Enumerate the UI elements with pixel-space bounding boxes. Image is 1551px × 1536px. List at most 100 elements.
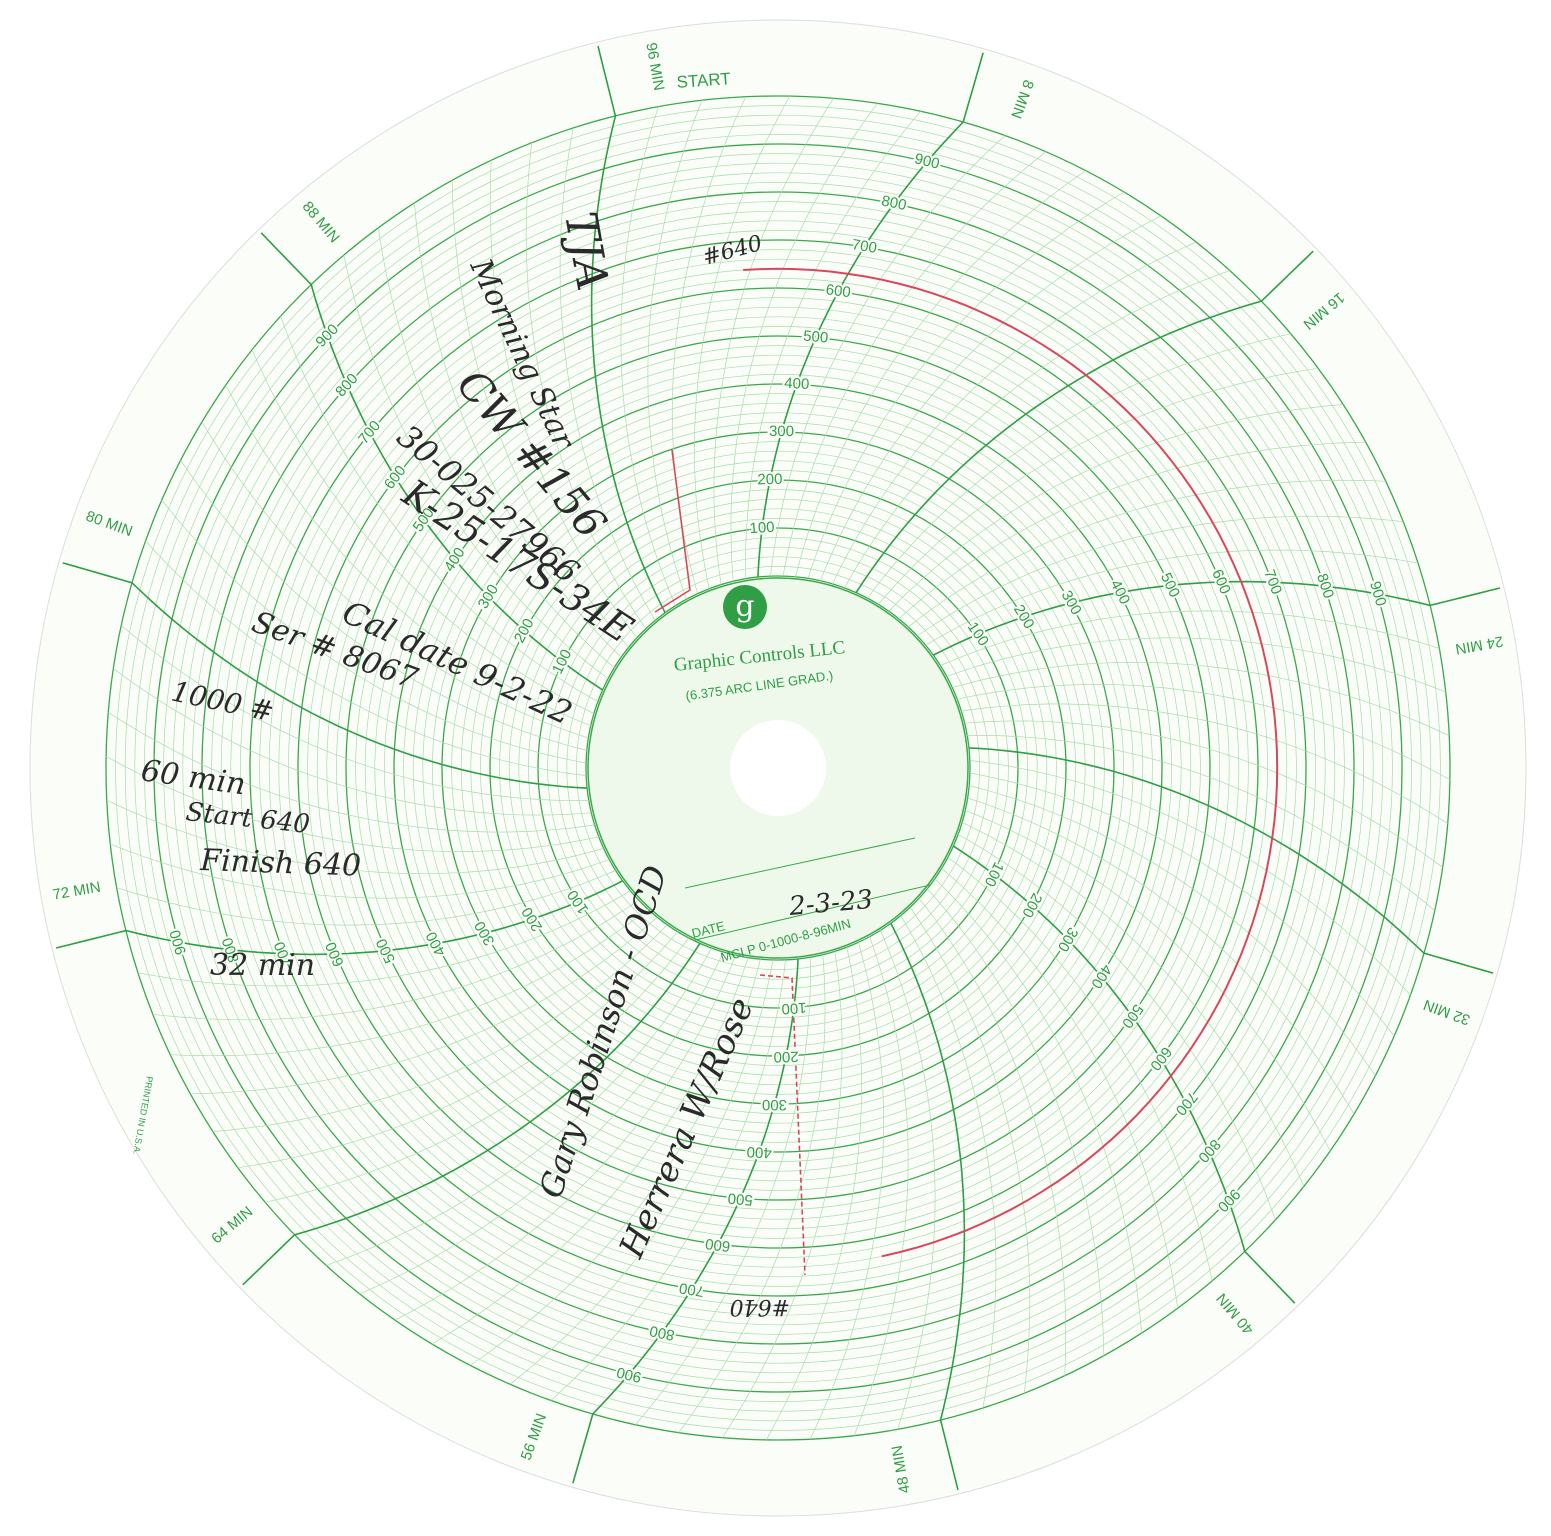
- grid-ring: [374, 364, 1182, 1172]
- time-line: [190, 916, 658, 1095]
- date-line: [684, 837, 916, 889]
- time-line: [765, 947, 862, 1441]
- grid-ring: [201, 191, 1355, 1345]
- time-line: [201, 421, 589, 739]
- grid-ring: [172, 162, 1384, 1374]
- grid-ring: [153, 143, 1403, 1393]
- grid: [55, 45, 1501, 1491]
- grid-ring: [144, 134, 1412, 1402]
- time-line: [694, 95, 791, 589]
- time-line: [878, 367, 1319, 605]
- scale-label: 100: [781, 999, 807, 1018]
- time-line: [969, 760, 1411, 996]
- time-line: [145, 540, 587, 776]
- time-line: [940, 610, 1440, 666]
- time-line: [809, 942, 885, 1440]
- time-line: [106, 799, 604, 875]
- time-line: [225, 384, 591, 726]
- grid-ring: [297, 287, 1259, 1249]
- time-line: [867, 333, 1291, 599]
- time-line: [359, 951, 724, 1295]
- time-line: [470, 959, 761, 1366]
- time-line: [113, 668, 592, 816]
- time-line: [394, 955, 736, 1321]
- time-line: [968, 747, 1494, 974]
- grid-ring: [259, 249, 1297, 1287]
- time-line: [917, 515, 1404, 637]
- time-line: [932, 580, 1501, 656]
- time-line: [908, 479, 1386, 628]
- grid-ring: [288, 278, 1268, 1258]
- time-line: [957, 684, 1451, 781]
- time-line: [722, 951, 843, 1438]
- center-hole: [730, 720, 826, 816]
- time-line: [152, 899, 639, 1021]
- time-line: [730, 103, 878, 582]
- time-line: [952, 845, 1296, 1304]
- grid-ring: [316, 306, 1240, 1230]
- scale-label: 500: [727, 1189, 753, 1208]
- time-line: [965, 810, 1331, 1152]
- grid-ring: [422, 412, 1134, 1124]
- grid-ring: [528, 518, 1028, 1018]
- time-line: [559, 127, 656, 621]
- time-line: [832, 241, 1197, 585]
- scale-label: 300: [762, 1096, 787, 1113]
- time-line: [926, 888, 1105, 1356]
- time-line: [590, 45, 666, 614]
- time-line: [326, 947, 712, 1266]
- time-line: [900, 915, 997, 1409]
- time-line: [62, 562, 588, 789]
- scale-label: 200: [773, 1048, 798, 1066]
- grid-ring: [403, 393, 1153, 1143]
- time-line: [251, 349, 595, 714]
- handwritten-note: #640: [730, 1294, 790, 1319]
- grid-ring: [134, 124, 1422, 1412]
- grid-ring: [355, 345, 1201, 1191]
- time-line: [116, 870, 616, 926]
- time-line: [180, 460, 587, 751]
- time-line: [934, 878, 1142, 1334]
- grid-ring: [470, 460, 1086, 1076]
- time-line: [745, 111, 921, 579]
- time-line: [952, 661, 1450, 737]
- time-line: [946, 637, 1446, 693]
- trace-line: [743, 267, 1279, 1258]
- time-line: [757, 52, 984, 578]
- grid-ring: [508, 498, 1048, 1038]
- scale-label: 500: [802, 328, 828, 347]
- time-line: [713, 98, 834, 585]
- time-line: [265, 937, 689, 1203]
- time-line: [161, 499, 587, 764]
- time-line: [890, 922, 966, 1491]
- grid-ring: [556, 546, 1000, 990]
- grid-ring: [585, 575, 971, 961]
- grid-ring: [336, 326, 1220, 1210]
- handwritten-note: 2-3-23: [787, 885, 874, 922]
- time-line: [105, 755, 599, 852]
- time-line: [967, 797, 1355, 1115]
- date-line: [694, 884, 931, 941]
- time-line: [242, 942, 701, 1286]
- time-line: [957, 834, 1276, 1220]
- time-line: [888, 404, 1344, 612]
- time-line: [280, 316, 599, 702]
- grid-ring: [249, 239, 1307, 1297]
- time-line: [880, 930, 936, 1430]
- time-line: [678, 954, 826, 1433]
- time-line: [844, 270, 1230, 589]
- grid-ring: [489, 479, 1067, 1057]
- scale-label: 600: [704, 1235, 731, 1255]
- trace-spike: [654, 449, 691, 613]
- scale-label: 400: [784, 375, 810, 393]
- scale-label: 100: [749, 519, 775, 538]
- time-line: [572, 958, 799, 1484]
- logo: [723, 585, 767, 629]
- grid-ring: [182, 172, 1374, 1364]
- handwritten-note: Finish 640: [199, 843, 362, 884]
- time-line: [782, 151, 1047, 577]
- grid-ring: [307, 297, 1249, 1239]
- grid-ring: [115, 105, 1441, 1431]
